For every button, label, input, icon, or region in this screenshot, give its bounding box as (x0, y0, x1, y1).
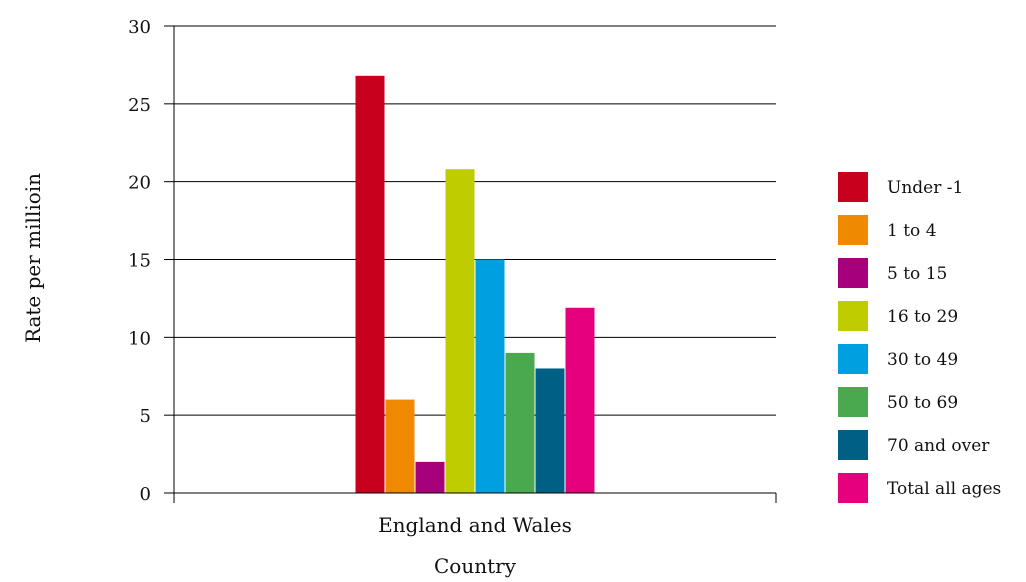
legend-swatch (838, 473, 868, 503)
bar (565, 307, 595, 493)
bar (355, 75, 385, 494)
legend-swatch (838, 430, 868, 460)
bar (505, 352, 535, 493)
legend-label: Total all ages (887, 479, 1001, 499)
y-tick-label: 30 (128, 17, 151, 38)
bar (415, 461, 445, 493)
y-axis-title: Rate per millioin (21, 173, 45, 343)
legend: Under -1 1 to 4 5 to 15 16 to 29 30 to 49 50 … (838, 172, 1001, 503)
legend-label: 16 to 29 (887, 307, 958, 327)
bar (445, 169, 475, 494)
y-tick-labels: 0 5 10 15 20 25 30 (128, 17, 151, 505)
x-category-label: England and Wales (378, 513, 572, 537)
bar (475, 259, 505, 493)
axes (164, 25, 777, 503)
legend-label: 5 to 15 (887, 264, 947, 284)
x-axis-title: Country (434, 554, 517, 578)
legend-label: 50 to 69 (887, 393, 958, 413)
legend-label: Under -1 (887, 178, 963, 198)
legend-swatch (838, 301, 868, 331)
y-tick-label: 15 (128, 251, 151, 272)
legend-swatch (838, 387, 868, 417)
legend-swatch (838, 258, 868, 288)
y-tick-label: 5 (140, 406, 151, 427)
y-tick-label: 20 (128, 173, 151, 194)
legend-swatch (838, 172, 868, 202)
gridlines (174, 25, 776, 416)
legend-label: 30 to 49 (887, 350, 958, 370)
bars (355, 75, 595, 494)
y-tick-label: 25 (128, 95, 151, 116)
bar (385, 399, 415, 493)
legend-swatch (838, 344, 868, 374)
bar (535, 368, 565, 493)
y-tick-label: 0 (140, 484, 151, 505)
legend-swatch (838, 215, 868, 245)
y-tick-label: 10 (128, 328, 151, 349)
legend-label: 70 and over (887, 436, 990, 456)
legend-label: 1 to 4 (887, 221, 937, 241)
